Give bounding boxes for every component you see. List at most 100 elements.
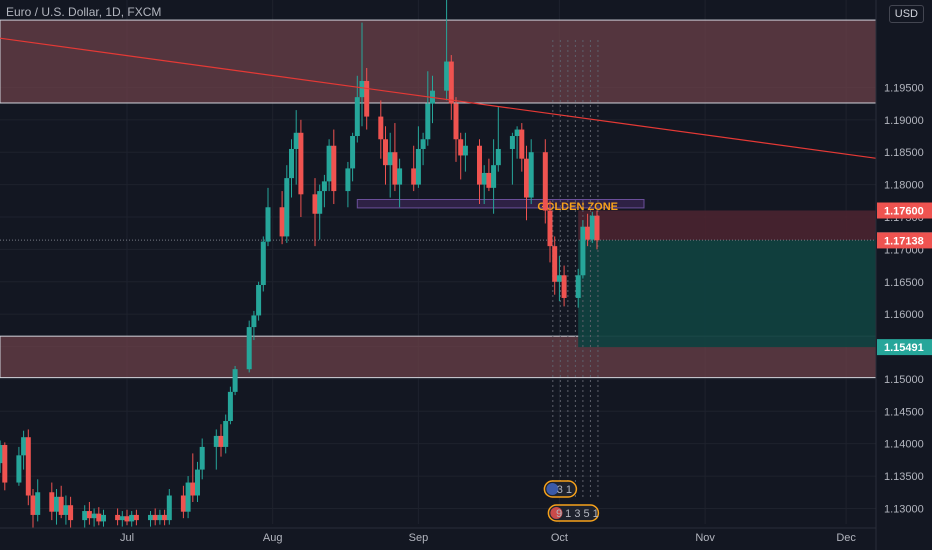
supply-demand-zones <box>0 19 877 379</box>
candle-body <box>425 103 431 140</box>
stop-loss-area <box>578 210 876 241</box>
candle-body <box>2 444 8 483</box>
candle <box>101 509 106 527</box>
candle <box>279 191 285 245</box>
price-tick-label: 1.18000 <box>884 180 924 192</box>
candle <box>552 236 558 295</box>
candle <box>35 479 41 522</box>
candle <box>387 132 393 198</box>
candle-body <box>561 275 567 298</box>
candlestick-series <box>0 0 600 528</box>
candle-body <box>298 132 304 195</box>
candle <box>509 132 515 185</box>
candle-body <box>35 492 41 515</box>
candle <box>166 489 172 525</box>
candle-body <box>152 514 158 521</box>
candle-body <box>213 435 219 447</box>
economic-event-markers[interactable]: 3 1 9 1 3 5 1 <box>543 480 600 522</box>
time-tick-label: Nov <box>695 532 715 544</box>
candle-body <box>486 172 492 188</box>
candle-body <box>96 513 102 522</box>
candle-body <box>63 505 69 515</box>
candle <box>556 255 562 302</box>
candle-body <box>481 172 487 185</box>
candle <box>528 139 534 205</box>
candle-body <box>519 129 525 159</box>
candle <box>190 453 196 502</box>
candle <box>425 71 431 146</box>
candle-body <box>514 129 520 137</box>
time-axis[interactable]: Jul Aug Sep Oct Nov Dec <box>0 527 876 544</box>
candle-body <box>101 514 106 522</box>
candle-body <box>260 241 266 285</box>
candle-body <box>157 514 163 521</box>
candle <box>96 507 102 526</box>
time-tick-label: Oct <box>551 532 568 544</box>
candle-body <box>21 437 27 456</box>
candle <box>350 132 356 182</box>
candle <box>185 476 191 519</box>
candle-body <box>448 61 454 104</box>
candle-body <box>594 215 600 241</box>
candle <box>364 68 370 130</box>
candle-body <box>477 145 482 185</box>
price-tag: 1.17138 <box>877 232 932 249</box>
candle-body <box>491 165 497 188</box>
candle-body <box>30 495 36 515</box>
candle <box>49 482 55 521</box>
candle <box>68 496 74 528</box>
candle <box>331 129 337 205</box>
candle-body <box>115 514 121 521</box>
candle-body <box>25 437 31 496</box>
candle <box>223 414 229 454</box>
candle-body <box>227 391 233 422</box>
candle <box>378 100 384 159</box>
candle <box>30 489 36 528</box>
candle-body <box>547 210 553 247</box>
candle-body <box>321 181 327 192</box>
candle <box>585 213 591 247</box>
candle <box>397 158 403 208</box>
price-tick-label: 1.15000 <box>884 374 924 386</box>
candle-body <box>350 136 356 169</box>
candle-body <box>293 132 299 149</box>
price-tag-bg <box>877 202 932 219</box>
candle-body <box>326 145 332 182</box>
short-position-tool[interactable] <box>0 210 876 348</box>
candle <box>256 281 262 321</box>
price-axis[interactable]: 1.195001.190001.185001.180001.175001.170… <box>875 0 932 550</box>
flag-icon <box>550 507 563 519</box>
golden-zone[interactable]: GOLDEN ZONE <box>356 198 645 213</box>
candle-body <box>580 226 586 276</box>
candle <box>265 187 271 247</box>
candle-body <box>397 168 403 185</box>
candle <box>481 165 487 205</box>
candle <box>477 139 482 205</box>
candle-body <box>411 168 417 185</box>
candle-body <box>575 275 581 298</box>
symbol-title[interactable]: Euro / U.S. Dollar, 1D, FXCM <box>6 5 162 19</box>
currency-button[interactable]: USD <box>888 5 924 23</box>
candle <box>91 508 97 527</box>
trendline[interactable] <box>0 36 880 160</box>
candle <box>25 429 31 506</box>
candle-body <box>524 158 529 198</box>
candle-body <box>552 246 558 282</box>
candle <box>448 55 454 120</box>
candle-body <box>195 469 200 496</box>
price-tag-bg <box>877 232 932 249</box>
candle <box>524 145 529 221</box>
candle <box>392 123 398 192</box>
candle <box>284 165 290 243</box>
candle <box>227 386 233 425</box>
price-tag-label: 1.17138 <box>884 235 924 247</box>
candle-body <box>354 97 360 137</box>
candle-body <box>82 511 88 521</box>
candle <box>251 310 257 341</box>
candle-body <box>387 152 393 166</box>
candle <box>293 110 299 185</box>
price-tag: 1.17600 <box>877 202 932 219</box>
price-tag-label: 1.15491 <box>884 342 924 354</box>
price-tick-label: 1.13000 <box>884 503 924 515</box>
